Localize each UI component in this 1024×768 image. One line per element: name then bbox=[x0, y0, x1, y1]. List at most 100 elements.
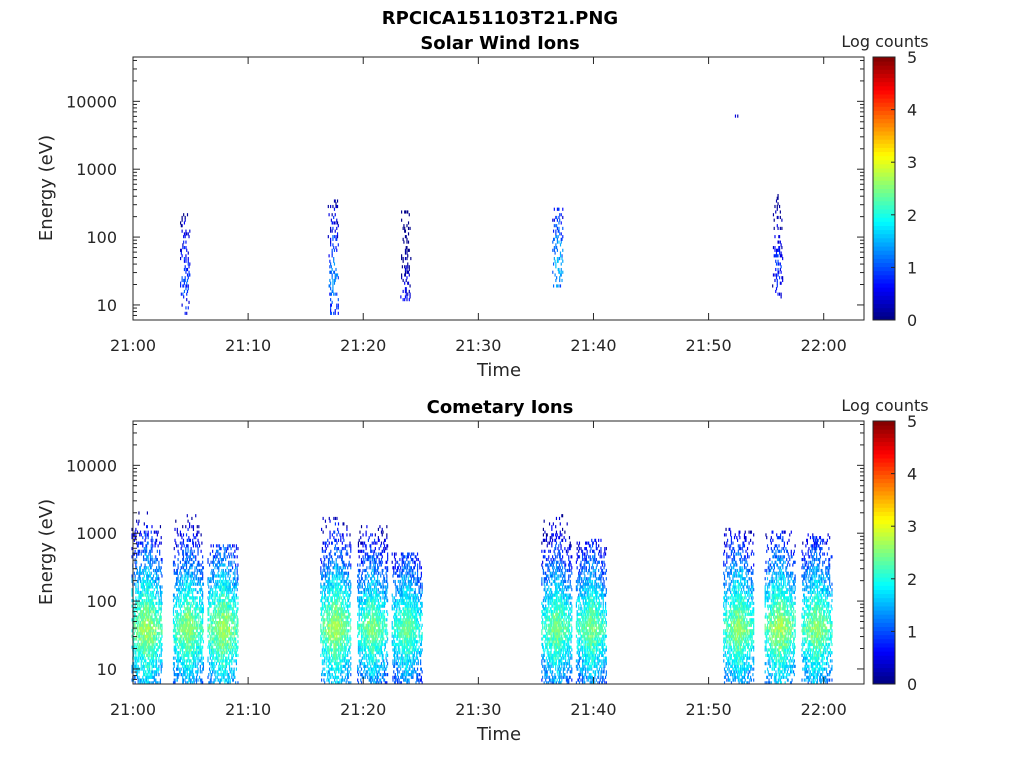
heatmap-cell bbox=[152, 544, 154, 548]
heatmap-cell bbox=[195, 675, 198, 679]
heatmap-cell bbox=[148, 629, 150, 633]
heatmap-cell bbox=[136, 604, 139, 608]
heatmap-cell bbox=[215, 629, 218, 633]
heatmap-cell bbox=[221, 620, 223, 625]
heatmap-cell bbox=[348, 563, 350, 567]
heatmap-cell bbox=[345, 563, 347, 567]
heatmap-cell bbox=[329, 612, 331, 616]
heatmap-cell bbox=[202, 566, 204, 570]
heatmap-cell bbox=[184, 265, 186, 269]
heatmap-cell bbox=[344, 571, 346, 575]
heatmap-cell bbox=[131, 536, 133, 540]
heatmap-cell bbox=[337, 593, 339, 597]
heatmap-cell bbox=[330, 303, 332, 307]
heatmap-cell bbox=[337, 615, 339, 619]
heatmap-cell bbox=[175, 637, 178, 641]
heatmap-cell bbox=[177, 623, 179, 627]
heatmap-cell bbox=[192, 678, 195, 682]
heatmap-cell bbox=[336, 204, 338, 209]
heatmap-cell bbox=[222, 629, 224, 633]
heatmap-cell bbox=[344, 599, 346, 603]
heatmap-cell bbox=[357, 623, 359, 627]
heatmap-cell bbox=[358, 577, 360, 581]
heatmap-cell bbox=[559, 254, 562, 258]
heatmap-cell bbox=[192, 544, 195, 548]
heatmap-cell bbox=[324, 601, 326, 605]
heatmap-cell bbox=[348, 645, 350, 649]
heatmap-cell bbox=[224, 563, 226, 567]
heatmap-cell bbox=[221, 656, 223, 660]
heatmap-cell bbox=[232, 656, 234, 660]
heatmap-cell bbox=[179, 541, 181, 545]
heatmap-cell bbox=[335, 645, 337, 649]
heatmap-cell bbox=[330, 204, 332, 209]
heatmap-cell bbox=[225, 648, 228, 652]
heatmap-cell bbox=[140, 571, 142, 575]
heatmap-cell bbox=[773, 254, 775, 258]
heatmap-cell bbox=[185, 612, 187, 616]
heatmap-cell bbox=[152, 557, 154, 562]
colorbar-segment bbox=[873, 303, 895, 309]
heatmap-cell bbox=[143, 640, 145, 644]
heatmap-cell bbox=[186, 289, 189, 293]
heatmap-cell bbox=[159, 525, 162, 529]
heatmap-cell bbox=[199, 596, 201, 600]
heatmap-cell bbox=[181, 588, 183, 592]
heatmap-cell bbox=[326, 645, 328, 649]
heatmap-cell bbox=[149, 642, 151, 647]
heatmap-cell bbox=[227, 612, 229, 616]
heatmap-cell bbox=[218, 629, 221, 633]
heatmap-cell bbox=[222, 574, 224, 578]
heatmap-cell bbox=[180, 593, 182, 597]
heatmap-cell bbox=[152, 574, 155, 578]
heatmap-cell bbox=[154, 607, 156, 611]
heatmap-cell bbox=[324, 642, 327, 647]
heatmap-cell bbox=[232, 601, 234, 605]
heatmap-cell bbox=[215, 585, 217, 589]
heatmap-cell bbox=[333, 259, 335, 263]
heatmap-cell bbox=[222, 579, 224, 584]
heatmap-cell bbox=[182, 596, 185, 600]
heatmap-cell bbox=[139, 637, 142, 641]
heatmap-cell bbox=[215, 645, 218, 649]
heatmap-cell bbox=[174, 555, 176, 559]
heatmap-cell bbox=[223, 645, 225, 649]
heatmap-cell bbox=[193, 596, 195, 600]
heatmap-cell bbox=[222, 593, 224, 597]
heatmap-cell bbox=[324, 637, 327, 641]
heatmap-cell bbox=[336, 642, 338, 647]
heatmap-cell bbox=[199, 645, 201, 649]
heatmap-cell bbox=[234, 675, 236, 679]
heatmap-cell bbox=[237, 574, 239, 578]
heatmap-cell bbox=[188, 571, 190, 575]
heatmap-cell bbox=[185, 675, 187, 679]
heatmap-cell bbox=[323, 629, 325, 633]
heatmap-cell bbox=[327, 582, 329, 586]
heatmap-cell bbox=[407, 270, 410, 274]
heatmap-cell bbox=[349, 533, 351, 537]
heatmap-cell bbox=[223, 599, 225, 603]
heatmap-cell bbox=[344, 620, 346, 625]
heatmap-cell bbox=[779, 204, 781, 209]
heatmap-cell bbox=[344, 615, 346, 619]
heatmap-cell bbox=[179, 640, 181, 644]
heatmap-cell bbox=[341, 555, 343, 559]
heatmap-cell bbox=[135, 585, 137, 589]
heatmap-cell bbox=[146, 585, 148, 589]
heatmap-cell bbox=[137, 582, 139, 586]
heatmap-cell bbox=[183, 670, 185, 674]
heatmap-cell bbox=[138, 552, 140, 556]
heatmap-cell bbox=[148, 596, 150, 600]
heatmap-cell bbox=[226, 579, 228, 584]
heatmap-cell bbox=[236, 623, 238, 627]
heatmap-cell bbox=[133, 645, 135, 649]
heatmap-cell bbox=[182, 662, 184, 666]
heatmap-cell bbox=[335, 267, 337, 272]
heatmap-cell bbox=[152, 599, 154, 603]
heatmap-cell bbox=[222, 585, 224, 589]
heatmap-cell bbox=[230, 629, 232, 633]
heatmap-cell bbox=[330, 309, 332, 313]
heatmap-cell bbox=[340, 615, 342, 619]
heatmap-cell bbox=[330, 243, 332, 247]
heatmap-cell bbox=[340, 566, 342, 570]
